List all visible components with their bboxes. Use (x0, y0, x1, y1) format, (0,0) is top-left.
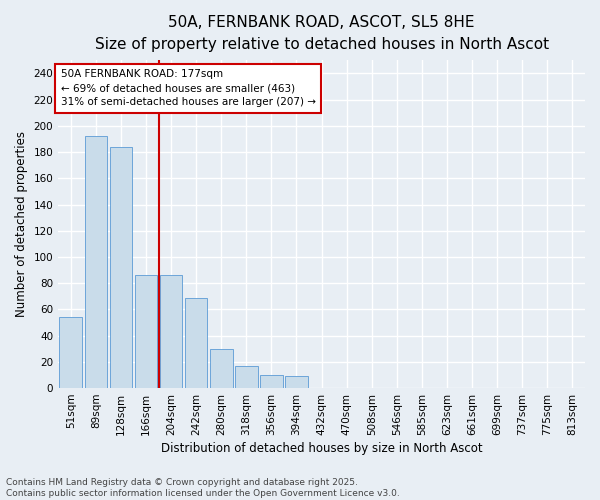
Bar (160, 276, 182, 388)
Bar (210, 348, 233, 388)
Bar (85, 136, 107, 388)
Y-axis label: Number of detached properties: Number of detached properties (15, 131, 28, 317)
X-axis label: Distribution of detached houses by size in North Ascot: Distribution of detached houses by size … (161, 442, 482, 455)
Bar (134, 276, 157, 388)
Bar (235, 366, 257, 388)
Bar (185, 298, 208, 388)
Text: Contains HM Land Registry data © Crown copyright and database right 2025.
Contai: Contains HM Land Registry data © Crown c… (6, 478, 400, 498)
Bar (110, 147, 132, 388)
Bar (260, 375, 283, 388)
Bar (59, 318, 82, 388)
Bar (285, 376, 308, 388)
Text: 50A FERNBANK ROAD: 177sqm
← 69% of detached houses are smaller (463)
31% of semi: 50A FERNBANK ROAD: 177sqm ← 69% of detac… (61, 70, 316, 108)
Title: 50A, FERNBANK ROAD, ASCOT, SL5 8HE
Size of property relative to detached houses : 50A, FERNBANK ROAD, ASCOT, SL5 8HE Size … (95, 15, 548, 52)
